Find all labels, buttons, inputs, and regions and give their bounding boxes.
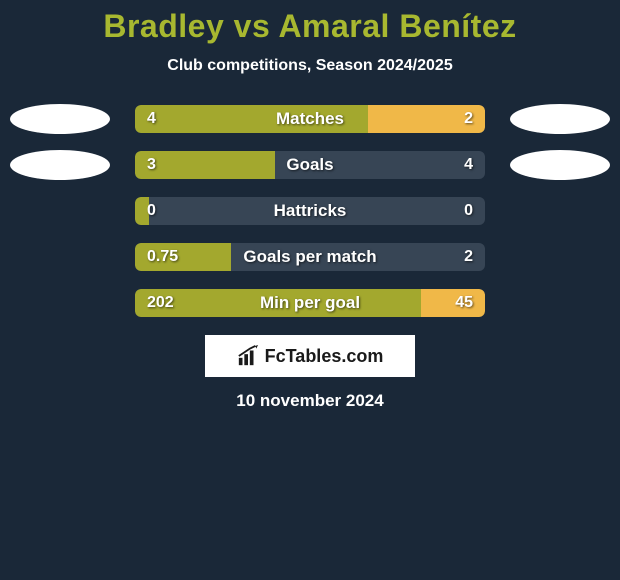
stat-value-right: 4 bbox=[464, 156, 473, 174]
stat-value-right: 45 bbox=[455, 294, 473, 312]
stat-bar: 3 Goals 4 bbox=[135, 151, 485, 179]
bar-segment-right bbox=[421, 289, 485, 317]
stat-value-right: 2 bbox=[464, 110, 473, 128]
player-avatar-left bbox=[10, 104, 110, 134]
stat-row: 0.75 Goals per match 2 bbox=[0, 243, 620, 271]
stat-value-right: 0 bbox=[464, 202, 473, 220]
stat-bar: 0 Hattricks 0 bbox=[135, 197, 485, 225]
stat-value-left: 0.75 bbox=[147, 248, 178, 266]
player-avatar-left bbox=[10, 150, 110, 180]
bar-segment-left bbox=[135, 151, 275, 179]
branding-text: FcTables.com bbox=[265, 346, 384, 367]
stat-label: Min per goal bbox=[260, 293, 360, 313]
stat-row: 202 Min per goal 45 bbox=[0, 289, 620, 317]
stat-label: Hattricks bbox=[274, 201, 347, 221]
stat-row: 0 Hattricks 0 bbox=[0, 197, 620, 225]
stat-value-left: 3 bbox=[147, 156, 156, 174]
player-avatar-right bbox=[510, 150, 610, 180]
stat-row: 4 Matches 2 bbox=[0, 105, 620, 133]
comparison-title: Bradley vs Amaral Benítez bbox=[0, 8, 620, 45]
branding-badge: FcTables.com bbox=[205, 335, 415, 377]
stat-row: 3 Goals 4 bbox=[0, 151, 620, 179]
stat-label: Matches bbox=[276, 109, 344, 129]
stats-container: 4 Matches 2 3 Goals 4 0 Hattricks 0 0.75 Goals per… bbox=[0, 105, 620, 317]
stat-value-left: 0 bbox=[147, 202, 156, 220]
chart-icon bbox=[237, 345, 259, 367]
stat-bar: 4 Matches 2 bbox=[135, 105, 485, 133]
stat-label: Goals per match bbox=[243, 247, 376, 267]
stat-value-left: 4 bbox=[147, 110, 156, 128]
comparison-date: 10 november 2024 bbox=[0, 391, 620, 411]
stat-label: Goals bbox=[286, 155, 333, 175]
stat-value-left: 202 bbox=[147, 294, 174, 312]
player-avatar-right bbox=[510, 104, 610, 134]
comparison-subtitle: Club competitions, Season 2024/2025 bbox=[0, 57, 620, 75]
stat-value-right: 2 bbox=[464, 248, 473, 266]
stat-bar: 202 Min per goal 45 bbox=[135, 289, 485, 317]
stat-bar: 0.75 Goals per match 2 bbox=[135, 243, 485, 271]
